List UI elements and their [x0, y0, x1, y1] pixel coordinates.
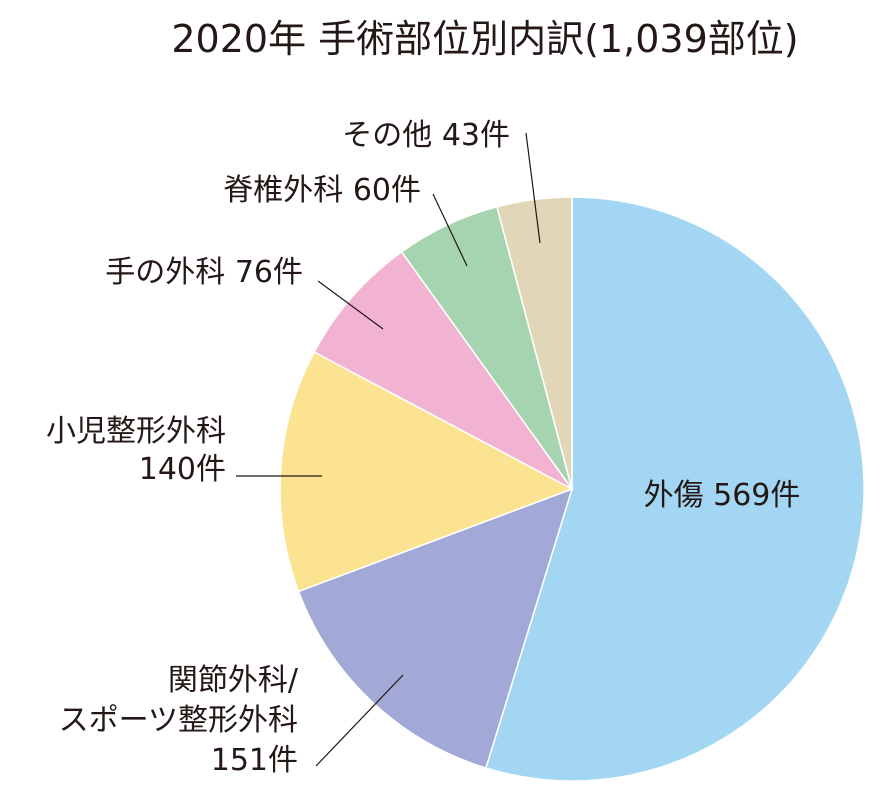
slice-label-line: スポーツ整形外科 [59, 703, 298, 738]
pie-slice-pediatric [279, 350, 574, 593]
slice-label-pediatric: 小児整形外科 140件 [46, 414, 226, 487]
leader-line-spine [432, 193, 468, 267]
leader-line-hand [317, 280, 384, 330]
chart-title: 2020年 手術部位別内訳(1,039部位) [171, 17, 798, 61]
leader-line-joint-sports [315, 674, 404, 767]
slice-label-other: その他 43件 [342, 118, 510, 153]
slice-label-trauma: 外傷 569件 [644, 478, 801, 513]
pie-slice-joint-sports [297, 487, 574, 769]
slice-label-line: 手の外科 76件 [105, 255, 303, 290]
pie-slice-hand [313, 250, 573, 490]
leader-line-other [525, 132, 541, 244]
slice-label-line: 小児整形外科 [46, 414, 226, 449]
slice-label-spine: 脊椎外科 60件 [223, 173, 421, 208]
slice-label-line: 140件 [139, 452, 226, 487]
slice-label-line: 151件 [211, 743, 298, 778]
slice-label-line: 外傷 569件 [644, 478, 801, 513]
slice-label-line: 関節外科/ [168, 663, 299, 698]
slice-label-line: その他 43件 [342, 118, 510, 153]
slice-label-line: 脊椎外科 60件 [223, 173, 421, 208]
slice-label-hand: 手の外科 76件 [105, 255, 303, 290]
slice-label-joint-sports: 関節外科/スポーツ整形外科 151件 [59, 663, 299, 778]
leader-lines [236, 132, 541, 767]
pie-slice-trauma [484, 196, 865, 782]
